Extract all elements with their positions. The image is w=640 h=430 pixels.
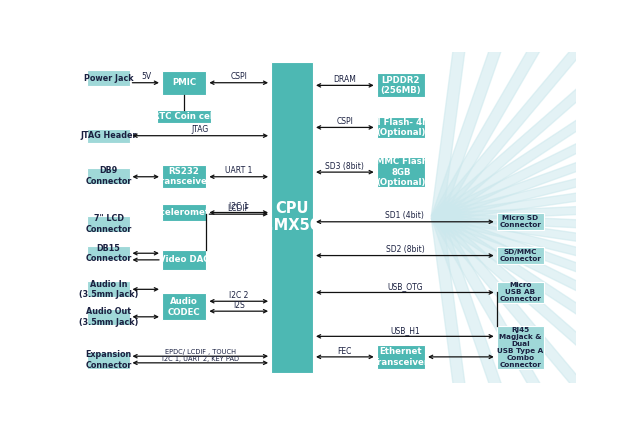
Text: RJ45
Magjack &
Dual
USB Type A
Combo
Connector: RJ45 Magjack & Dual USB Type A Combo Con… (497, 327, 543, 369)
Text: RTC Coin cell: RTC Coin cell (153, 112, 216, 121)
Text: LCDIF: LCDIF (228, 204, 250, 213)
FancyBboxPatch shape (88, 246, 129, 260)
Polygon shape (431, 216, 623, 430)
FancyBboxPatch shape (497, 326, 544, 369)
Text: SD1 (4bit): SD1 (4bit) (385, 212, 424, 221)
Polygon shape (433, 0, 640, 220)
FancyBboxPatch shape (162, 204, 207, 221)
FancyBboxPatch shape (376, 117, 425, 138)
Polygon shape (432, 0, 640, 219)
Polygon shape (431, 0, 623, 218)
Text: SD/MMC
Connector: SD/MMC Connector (499, 249, 541, 262)
Text: eMMC Flash-
8GB
(Optional): eMMC Flash- 8GB (Optional) (370, 157, 431, 187)
FancyBboxPatch shape (88, 168, 129, 184)
FancyBboxPatch shape (157, 110, 211, 123)
Polygon shape (436, 213, 640, 332)
FancyBboxPatch shape (162, 166, 207, 188)
Text: JTAG Header: JTAG Header (80, 131, 137, 140)
Text: I2C 2: I2C 2 (229, 291, 248, 300)
FancyBboxPatch shape (162, 71, 207, 95)
Text: Ethernet
Transceiver: Ethernet Transceiver (372, 347, 429, 366)
Text: Audio In
(3.5mm Jack): Audio In (3.5mm Jack) (79, 280, 138, 299)
Polygon shape (436, 102, 640, 221)
FancyBboxPatch shape (88, 71, 129, 86)
Text: Micro
USB AB
Connector: Micro USB AB Connector (499, 283, 541, 302)
Polygon shape (431, 217, 512, 430)
Polygon shape (433, 214, 640, 430)
Text: LPDDR2
(256MB): LPDDR2 (256MB) (381, 76, 421, 95)
Text: JTAG: JTAG (191, 126, 209, 134)
Text: FEC: FEC (338, 347, 352, 356)
Polygon shape (431, 0, 640, 218)
Polygon shape (435, 214, 640, 430)
Polygon shape (433, 0, 640, 220)
FancyBboxPatch shape (162, 293, 207, 320)
Text: USB_OTG: USB_OTG (387, 282, 422, 291)
Polygon shape (435, 0, 640, 221)
Text: RS232
Transceiver: RS232 Transceiver (156, 167, 212, 187)
FancyBboxPatch shape (88, 129, 129, 143)
Text: Expansion
Connector: Expansion Connector (85, 350, 132, 370)
FancyBboxPatch shape (497, 282, 544, 303)
Text: Power Jack: Power Jack (84, 74, 133, 83)
FancyBboxPatch shape (88, 281, 129, 297)
Text: EPDC/ LCDIF , TOUCH: EPDC/ LCDIF , TOUCH (164, 349, 236, 355)
Text: SD2 (8bit): SD2 (8bit) (385, 245, 424, 254)
FancyBboxPatch shape (376, 74, 425, 97)
Polygon shape (433, 215, 640, 430)
Text: 7" LCD
Connector: 7" LCD Connector (85, 215, 132, 234)
Text: SPI Flash- 4MB
(Optional): SPI Flash- 4MB (Optional) (365, 118, 437, 137)
Polygon shape (432, 215, 640, 430)
Text: CSPI: CSPI (230, 72, 247, 81)
FancyBboxPatch shape (162, 249, 207, 270)
Text: UART 1: UART 1 (225, 166, 252, 175)
Text: I2C 1, UART 2, KEY PAD: I2C 1, UART 2, KEY PAD (162, 356, 239, 362)
Text: CSPI: CSPI (337, 117, 353, 126)
Text: Audio
CODEC: Audio CODEC (168, 297, 200, 316)
Text: DRAM: DRAM (333, 75, 356, 84)
Text: Accelerometer: Accelerometer (148, 208, 220, 217)
Polygon shape (436, 176, 640, 221)
Polygon shape (435, 30, 640, 221)
FancyBboxPatch shape (88, 352, 129, 369)
FancyBboxPatch shape (271, 61, 313, 373)
FancyBboxPatch shape (497, 213, 544, 230)
Text: Audio Out
(3.5mm Jack): Audio Out (3.5mm Jack) (79, 307, 138, 326)
Polygon shape (436, 213, 640, 258)
Text: I2C 1: I2C 1 (229, 202, 248, 211)
Text: I2S: I2S (233, 301, 244, 310)
Polygon shape (433, 214, 640, 430)
FancyBboxPatch shape (376, 345, 425, 369)
Text: PMIC: PMIC (172, 78, 196, 87)
FancyBboxPatch shape (376, 157, 425, 187)
Polygon shape (431, 216, 640, 430)
Text: Micro SD
Connector: Micro SD Connector (499, 215, 541, 228)
FancyBboxPatch shape (497, 247, 544, 264)
Text: SD3 (8bit): SD3 (8bit) (325, 162, 364, 171)
Text: CPU
i.MX50: CPU i.MX50 (264, 201, 321, 233)
Text: Video DAC: Video DAC (159, 255, 209, 264)
Polygon shape (433, 0, 640, 220)
Polygon shape (431, 0, 512, 218)
Text: DB15
Connector: DB15 Connector (85, 243, 132, 263)
Text: 5V: 5V (141, 72, 151, 81)
Text: USB_H1: USB_H1 (390, 326, 420, 335)
Text: DB9
Connector: DB9 Connector (85, 166, 132, 186)
FancyBboxPatch shape (88, 216, 129, 232)
FancyBboxPatch shape (88, 309, 129, 325)
Polygon shape (435, 213, 640, 404)
